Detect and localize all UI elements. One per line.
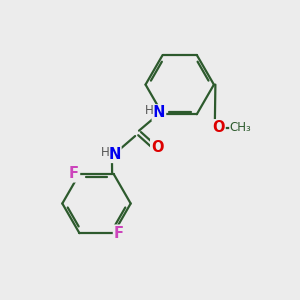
Text: O: O [151,140,164,154]
Text: O: O [212,120,225,135]
Text: N: N [108,147,121,162]
Text: CH₃: CH₃ [230,121,251,134]
Text: F: F [114,226,124,241]
Text: H: H [145,104,154,117]
Text: H: H [100,146,109,159]
Text: N: N [153,105,165,120]
Text: F: F [69,167,79,182]
